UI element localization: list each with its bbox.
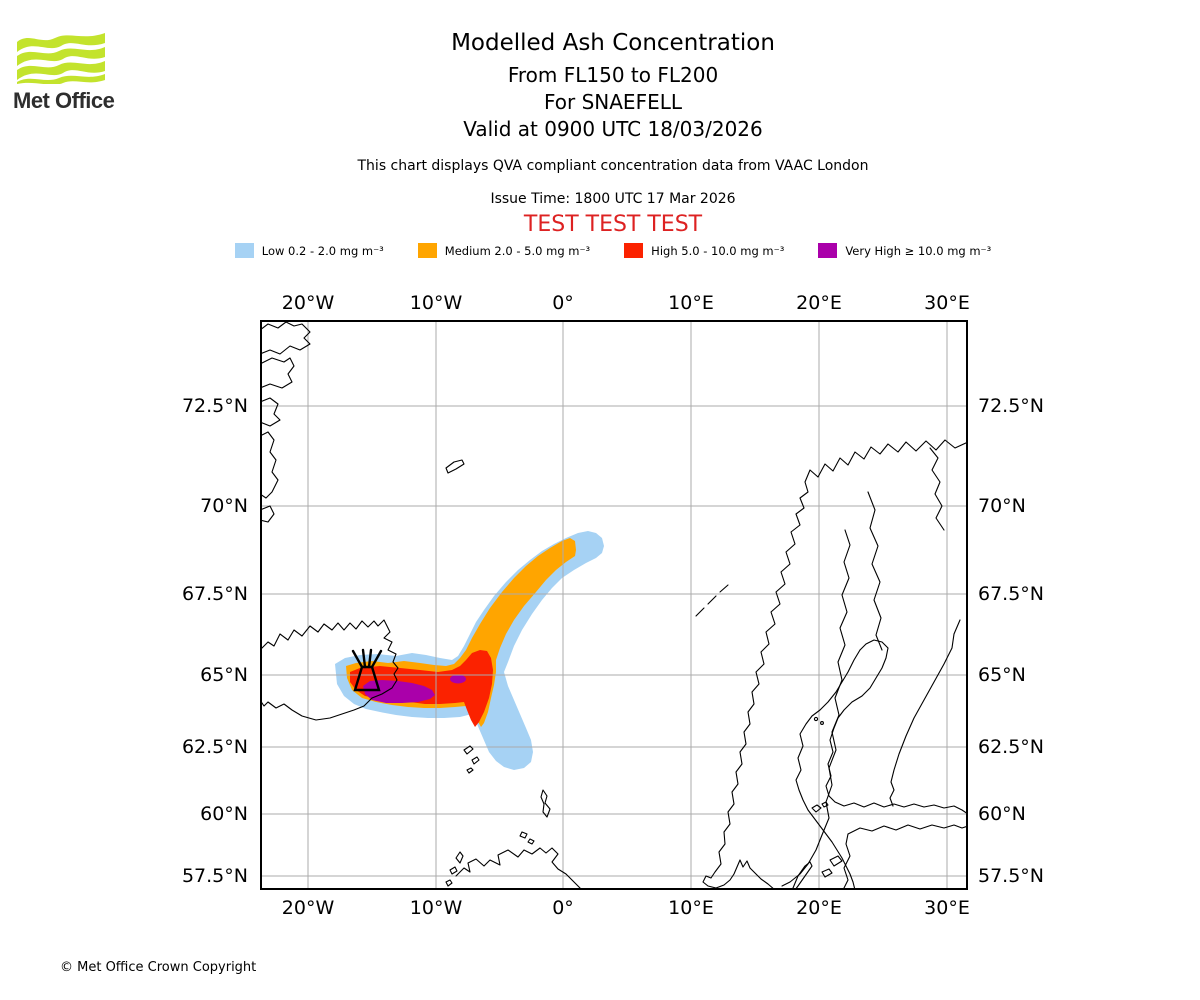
subtitle-volcano: For SNAEFELL	[543, 90, 682, 114]
lat-tick-right: 62.5°N	[978, 736, 1045, 758]
qva-note: This chart displays QVA compliant concen…	[357, 158, 869, 174]
ash-contour-very-high-patch	[450, 674, 466, 684]
copyright-notice: © Met Office Crown Copyright	[60, 960, 257, 975]
lon-tick-bottom: 0°	[552, 897, 574, 919]
coast-bothnia-finland	[825, 639, 968, 815]
lon-tick-top: 30°E	[924, 292, 970, 314]
ash-contour-very-high	[363, 680, 435, 703]
lat-tick-left: 57.5°N	[181, 865, 248, 887]
coast-norway	[702, 439, 968, 890]
coast-lofoten	[695, 584, 729, 617]
coast-faroes	[463, 745, 480, 774]
coast-greenland	[260, 321, 311, 355]
map-frame	[260, 320, 968, 890]
lat-tick-right: 57.5°N	[978, 865, 1045, 887]
lon-tick-top: 10°E	[668, 292, 714, 314]
lon-tick-top: 20°W	[281, 292, 335, 314]
legend-item-low: Low 0.2 - 2.0 mg m⁻³	[234, 243, 384, 258]
legend-swatch-medium	[417, 243, 437, 258]
lon-tick-bottom: 20°E	[796, 897, 842, 919]
lon-tick-bottom: 20°W	[281, 897, 335, 919]
lat-tick-left: 65°N	[200, 664, 248, 686]
met-office-logo-text: Met Office	[13, 88, 115, 113]
coast-greenland	[260, 505, 275, 523]
coast-scotland	[455, 847, 583, 890]
lon-tick-top: 10°W	[409, 292, 463, 314]
page-title: Modelled Ash Concentration	[451, 30, 775, 56]
legend-item-medium: Medium 2.0 - 5.0 mg m⁻³	[417, 243, 591, 258]
border-norway-sweden	[781, 529, 851, 887]
coast-orkney	[519, 831, 535, 845]
lon-tick-top: 20°E	[796, 292, 842, 314]
lat-tick-right: 67.5°N	[978, 583, 1045, 605]
coast-bothnia-sweden	[795, 649, 861, 890]
lon-tick-bottom: 10°E	[668, 897, 714, 919]
coast-aland	[811, 801, 829, 813]
lat-tick-left: 72.5°N	[181, 395, 248, 417]
coast-estonia	[847, 824, 968, 835]
legend-item-high: High 5.0 - 10.0 mg m⁻³	[624, 243, 784, 258]
lat-tick-left: 60°N	[200, 803, 248, 825]
legend-label-very-high: Very High ≥ 10.0 mg m⁻³	[845, 243, 992, 258]
map-canvas	[260, 320, 968, 890]
legend-label-low: Low 0.2 - 2.0 mg m⁻³	[261, 243, 384, 258]
legend-item-very-high: Very High ≥ 10.0 mg m⁻³	[818, 243, 991, 258]
coast-greenland	[260, 431, 279, 499]
coastlines	[260, 321, 968, 890]
coast-shetland	[540, 789, 551, 818]
border-sweden-finland	[867, 491, 883, 651]
lon-tick-top: 0°	[552, 292, 574, 314]
legend-label-medium: Medium 2.0 - 5.0 mg m⁻³	[444, 243, 591, 258]
coast-greenland	[260, 357, 295, 389]
lon-tick-bottom: 10°W	[409, 897, 463, 919]
coast-hebrides	[445, 851, 464, 887]
met-office-logo	[17, 33, 105, 84]
graticule-gridlines	[260, 320, 968, 890]
lat-tick-right: 72.5°N	[978, 395, 1045, 417]
volcano-eruption-icon	[351, 648, 383, 692]
border-finland-russia	[889, 619, 961, 807]
ash-plume-contours	[335, 531, 604, 770]
coast-saaremaa	[821, 855, 843, 878]
logo-waves	[17, 33, 105, 84]
coast-kvarken-islet	[820, 721, 824, 725]
coast-gotland	[792, 861, 813, 890]
coast-estonia	[842, 833, 851, 890]
legend-swatch-low	[234, 243, 254, 258]
test-banner: TEST TEST TEST	[523, 212, 703, 237]
coast-kvarken-islet	[813, 716, 819, 722]
issue-time: Issue Time: 1800 UTC 17 Mar 2026	[490, 191, 736, 207]
coast-jan-mayen	[445, 459, 465, 474]
lat-tick-left: 70°N	[200, 495, 248, 517]
lat-tick-right: 65°N	[978, 664, 1026, 686]
lat-tick-left: 67.5°N	[181, 583, 248, 605]
subtitle-flight-levels: From FL150 to FL200	[507, 63, 719, 87]
lat-tick-right: 60°N	[978, 803, 1026, 825]
subtitle-valid-time: Valid at 0900 UTC 18/03/2026	[463, 117, 763, 141]
legend-label-high: High 5.0 - 10.0 mg m⁻³	[651, 243, 785, 258]
border-norway-russia	[929, 447, 945, 531]
coast-iceland	[260, 619, 399, 721]
legend-swatch-very-high	[818, 243, 838, 258]
lat-tick-left: 62.5°N	[181, 736, 248, 758]
legend-swatch-high	[624, 243, 644, 258]
lon-tick-bottom: 30°E	[924, 897, 970, 919]
coast-greenland	[260, 397, 281, 427]
lat-tick-right: 70°N	[978, 495, 1026, 517]
legend: Low 0.2 - 2.0 mg m⁻³ Medium 2.0 - 5.0 mg…	[0, 243, 1200, 258]
